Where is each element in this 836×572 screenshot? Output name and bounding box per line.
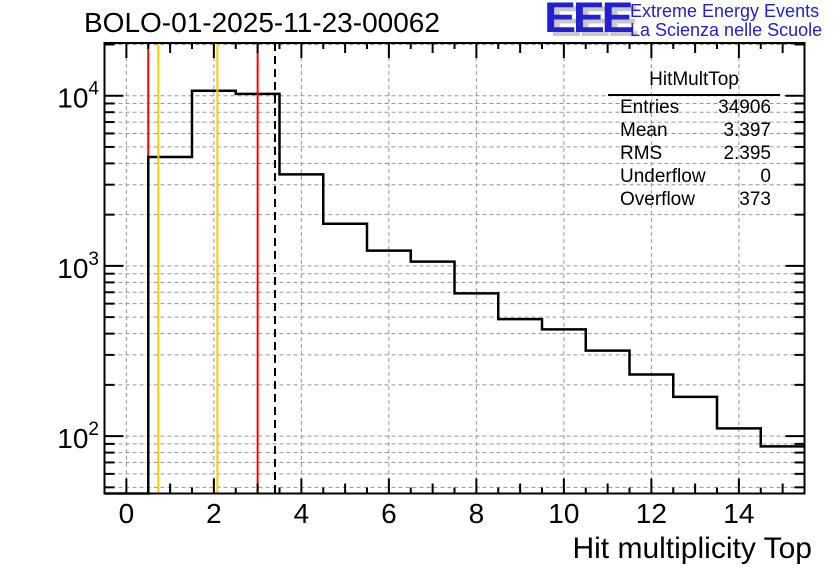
stats-row-label: RMS [620, 142, 663, 164]
eee-logo-line1: Extreme Energy Events [630, 1, 820, 21]
x-tick-label: 12 [636, 498, 667, 529]
x-tick-label: 8 [469, 498, 485, 529]
eee-logo-line2: La Scienza nelle Scuole [630, 20, 823, 40]
stats-row: Underflow 0 [608, 165, 780, 188]
x-tick-label: 4 [294, 498, 310, 529]
y-tick-label: 104 [57, 79, 99, 114]
stats-row-label: Mean [620, 119, 668, 141]
stats-rows: Entries 34906 Mean 3.397 RMS 2.395 Underflow 0 O… [608, 96, 780, 211]
stats-row-label: Underflow [620, 165, 706, 187]
overlay-lines [157, 43, 276, 494]
stats-row-value: 3.397 [723, 119, 771, 141]
stats-row-value: 34906 [718, 96, 771, 118]
y-tick-label: 102 [57, 419, 99, 454]
stats-box: HitMultTop Entries 34906 Mean 3.397 RMS 2.395… [608, 69, 780, 211]
stats-row-label: Entries [620, 96, 680, 118]
stats-title: HitMultTop [608, 69, 780, 96]
stats-row-value: 373 [739, 188, 771, 210]
stats-row: Overflow 373 [608, 188, 780, 211]
eee-logo: EEE [544, 0, 634, 42]
x-tick-label: 2 [206, 498, 222, 529]
page-title: BOLO-01-2025-11-23-00062 [84, 7, 440, 38]
eee-logo-text: Extreme Energy Events La Scienza nelle S… [630, 2, 822, 40]
x-tick-label: 10 [548, 498, 579, 529]
x-tick-label: 0 [119, 498, 135, 529]
x-axis-title: Hit multiplicity Top [572, 532, 812, 565]
x-tick-label: 14 [723, 498, 754, 529]
stats-row-value: 2.395 [723, 142, 771, 164]
stats-row: Entries 34906 [608, 96, 780, 119]
stats-row: RMS 2.395 [608, 142, 780, 165]
axis-ticks [104, 43, 805, 494]
y-tick-label: 103 [57, 249, 99, 284]
histogram-line [104, 89, 805, 495]
stats-row: Mean 3.397 [608, 119, 780, 142]
stats-row-label: Overflow [620, 188, 695, 210]
x-tick-label: 6 [381, 498, 397, 529]
stats-row-value: 0 [760, 165, 771, 187]
